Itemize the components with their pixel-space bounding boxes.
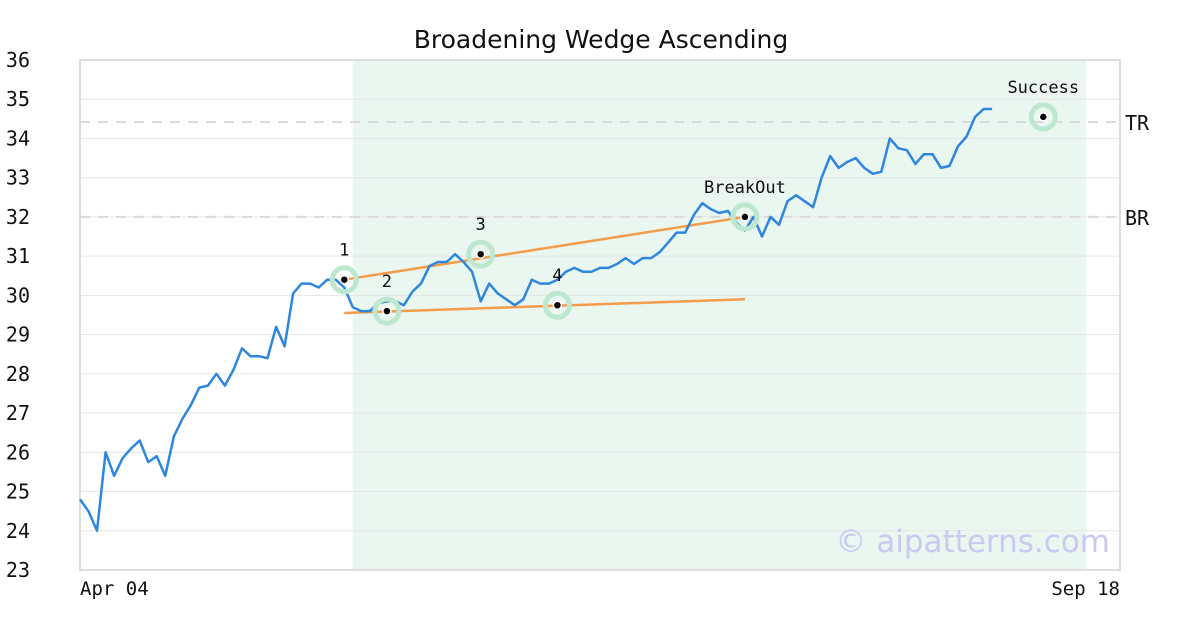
point-marker <box>475 249 486 259</box>
point-label: Success <box>1007 78 1079 98</box>
point-label: BreakOut <box>704 178 786 198</box>
point-marker <box>382 306 392 316</box>
y-tick-label: 23 <box>6 558 30 582</box>
y-tick-label: 28 <box>6 362 30 386</box>
y-tick-label: 26 <box>6 440 30 464</box>
reference-label-tr: TR <box>1125 111 1150 135</box>
point-halo <box>1028 102 1058 132</box>
point-marker <box>339 274 350 285</box>
plot-frame <box>79 59 1121 571</box>
pattern-region <box>352 60 1086 570</box>
chart-title: Broadening Wedge Ascending <box>414 25 789 54</box>
point-label: 1 <box>339 241 349 261</box>
y-tick-label: 34 <box>6 126 30 150</box>
point-halo <box>372 296 402 326</box>
y-tick-label: 35 <box>6 87 30 111</box>
x-tick-label-end: Sep 18 <box>1051 578 1120 600</box>
y-tick-label: 25 <box>6 480 30 504</box>
point-marker <box>552 300 563 310</box>
y-tick-label: 29 <box>6 323 30 347</box>
y-tick-label: 32 <box>6 205 30 229</box>
point-halo <box>542 290 572 320</box>
point-marker <box>740 212 750 222</box>
price-line <box>78 107 993 533</box>
point-marker <box>1038 112 1049 122</box>
reference-label-br: BR <box>1125 206 1150 230</box>
y-tick-label: 31 <box>6 244 30 268</box>
watermark-text: © aipatterns.com <box>835 524 1110 560</box>
point-label: 2 <box>382 272 392 292</box>
upper-trend-line <box>344 215 746 281</box>
y-tick-label: 33 <box>6 166 30 190</box>
point-label: 3 <box>476 215 486 235</box>
point-halo <box>466 239 496 269</box>
point-halo <box>329 265 359 295</box>
y-tick-label: 27 <box>6 401 30 425</box>
point-halo <box>730 202 760 232</box>
y-tick-label: 36 <box>6 48 30 72</box>
y-tick-label: 30 <box>6 283 30 307</box>
x-tick-label-start: Apr 04 <box>80 578 149 600</box>
y-tick-label: 24 <box>6 519 30 543</box>
point-label: 4 <box>552 266 562 286</box>
